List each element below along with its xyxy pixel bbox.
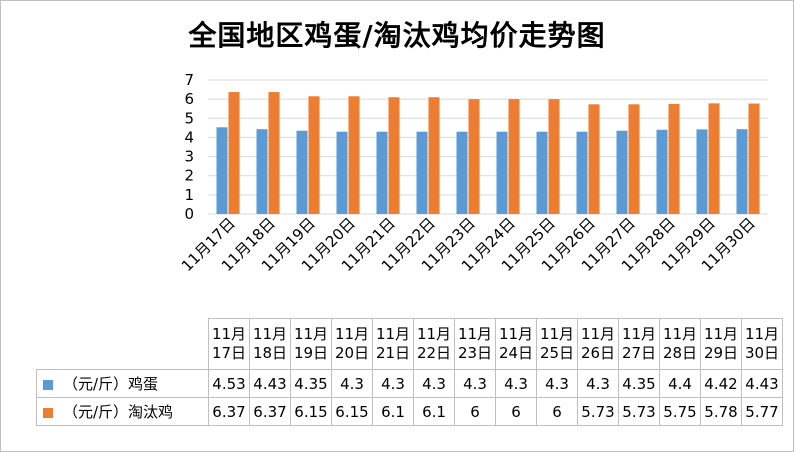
bar-egg bbox=[456, 131, 468, 214]
data-table-date-header: 11月20日 bbox=[331, 318, 373, 370]
data-table-cell-hen: 6.37 bbox=[249, 397, 291, 426]
data-table-row-egg: （元/斤）鸡蛋 4.53 4.43 4.35 4.3 4.3 4.3 4.3 4.3 4.3 4.… bbox=[36, 369, 783, 398]
data-table-cell-hen: 5.75 bbox=[659, 397, 701, 426]
y-tick-label: 4 bbox=[184, 128, 194, 146]
data-table-cell-egg: 4.35 bbox=[618, 369, 660, 398]
data-table-header-row: 11月17日 11月18日 11月19日 11月20日 11月21日 11月22日 11月2… bbox=[36, 318, 783, 370]
data-table-cell-egg: 4.35 bbox=[290, 369, 332, 398]
data-table-cell-egg: 4.3 bbox=[495, 369, 537, 398]
bar-egg bbox=[336, 131, 348, 214]
data-table-corner bbox=[36, 318, 209, 370]
bar-hen bbox=[588, 104, 600, 214]
bar-egg bbox=[656, 129, 668, 214]
data-table-date-header: 11月27日 bbox=[618, 318, 660, 370]
data-table-date-header: 11月25日 bbox=[536, 318, 578, 370]
bar-hen bbox=[348, 96, 360, 214]
bar-egg bbox=[216, 127, 228, 214]
bar-hen bbox=[708, 103, 720, 214]
bar-egg bbox=[496, 131, 508, 214]
chart-title: 全国地区鸡蛋/淘汰鸡均价走势图 bbox=[188, 19, 606, 52]
bar-egg bbox=[536, 131, 548, 214]
data-table-cell-egg: 4.3 bbox=[372, 369, 414, 398]
bar-hen bbox=[748, 103, 760, 214]
data-table-cell-hen: 6 bbox=[536, 397, 578, 426]
data-table-date-header: 11月17日 bbox=[208, 318, 250, 370]
data-table-cell-hen: 5.78 bbox=[700, 397, 742, 426]
data-table-date-header: 11月26日 bbox=[577, 318, 619, 370]
legend-swatch-egg bbox=[43, 380, 53, 390]
bar-egg bbox=[296, 130, 308, 214]
y-tick-label: 3 bbox=[184, 148, 194, 166]
bar-hen bbox=[628, 104, 640, 214]
bar-hen bbox=[268, 92, 280, 214]
data-table-cell-egg: 4.3 bbox=[577, 369, 619, 398]
y-tick-label: 1 bbox=[184, 186, 194, 204]
data-table-cell-hen: 5.73 bbox=[577, 397, 619, 426]
y-tick-label: 5 bbox=[184, 109, 194, 127]
bar-egg bbox=[616, 130, 628, 214]
y-tick-label: 6 bbox=[184, 90, 194, 108]
data-table: 11月17日 11月18日 11月19日 11月20日 11月21日 11月22日 11月2… bbox=[36, 318, 783, 426]
bar-egg bbox=[256, 129, 268, 214]
bar-hen bbox=[508, 99, 520, 214]
data-table-date-header: 11月30日 bbox=[741, 318, 783, 370]
bar-hen bbox=[548, 99, 560, 214]
data-table-date-header: 11月23日 bbox=[454, 318, 496, 370]
data-table-cell-hen: 6.1 bbox=[413, 397, 455, 426]
legend-label-hen: （元/斤）淘汰鸡 bbox=[63, 403, 174, 421]
data-table-date-header: 11月28日 bbox=[659, 318, 701, 370]
bar-hen bbox=[468, 99, 480, 214]
data-table-cell-hen: 5.77 bbox=[741, 397, 783, 426]
data-table-cell-egg: 4.3 bbox=[331, 369, 373, 398]
legend-egg: （元/斤）鸡蛋 bbox=[36, 369, 209, 398]
bar-hen bbox=[228, 92, 240, 214]
data-table-cell-egg: 4.53 bbox=[208, 369, 250, 398]
legend-label-egg: （元/斤）鸡蛋 bbox=[63, 375, 159, 393]
data-table-date-header: 11月24日 bbox=[495, 318, 537, 370]
legend-swatch-hen bbox=[43, 408, 53, 418]
data-table-date-header: 11月18日 bbox=[249, 318, 291, 370]
data-table-cell-hen: 6.37 bbox=[208, 397, 250, 426]
bar-hen bbox=[668, 103, 680, 214]
bar-egg bbox=[736, 129, 748, 214]
bar-egg bbox=[376, 131, 388, 214]
data-table-date-header: 11月29日 bbox=[700, 318, 742, 370]
data-table-date-header: 11月22日 bbox=[413, 318, 455, 370]
data-table-cell-hen: 6 bbox=[495, 397, 537, 426]
data-table-cell-hen: 5.73 bbox=[618, 397, 660, 426]
y-tick-label: 0 bbox=[184, 205, 194, 223]
bar-egg bbox=[696, 129, 708, 214]
data-table-cell-egg: 4.42 bbox=[700, 369, 742, 398]
data-table-cell-egg: 4.3 bbox=[536, 369, 578, 398]
data-table-cell-hen: 6 bbox=[454, 397, 496, 426]
data-table-cell-egg: 4.3 bbox=[413, 369, 455, 398]
y-tick-label: 7 bbox=[184, 71, 194, 89]
data-table-row-hen: （元/斤）淘汰鸡 6.37 6.37 6.15 6.15 6.1 6.1 6 6 6 5.73 5.… bbox=[36, 397, 783, 426]
data-table-cell-hen: 6.1 bbox=[372, 397, 414, 426]
legend-hen: （元/斤）淘汰鸡 bbox=[36, 397, 209, 426]
bar-egg bbox=[416, 131, 428, 214]
data-table-cell-egg: 4.4 bbox=[659, 369, 701, 398]
data-table-cell-hen: 6.15 bbox=[290, 397, 332, 426]
data-table-date-header: 11月19日 bbox=[290, 318, 332, 370]
bar-hen bbox=[428, 97, 440, 214]
bar-hen bbox=[388, 97, 400, 214]
data-table-cell-egg: 4.43 bbox=[249, 369, 291, 398]
data-table-date-header: 11月21日 bbox=[372, 318, 414, 370]
bar-hen bbox=[308, 96, 320, 214]
data-table-cell-egg: 4.3 bbox=[454, 369, 496, 398]
y-tick-label: 2 bbox=[184, 167, 194, 185]
data-table-cell-hen: 6.15 bbox=[331, 397, 373, 426]
data-table-cell-egg: 4.43 bbox=[741, 369, 783, 398]
bar-egg bbox=[576, 131, 588, 214]
